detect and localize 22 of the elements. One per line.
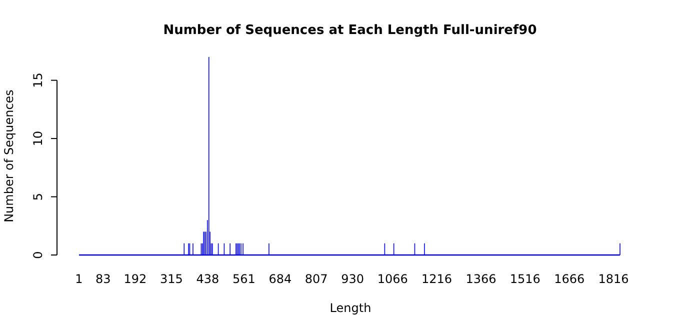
x-tick-label: 1666 — [554, 272, 585, 286]
x-tick-label: 930 — [341, 272, 364, 286]
y-tick-label: 0 — [31, 251, 45, 259]
x-tick-label: 1816 — [598, 272, 629, 286]
x-tick-label: 1066 — [377, 272, 408, 286]
y-tick-label: 10 — [31, 130, 45, 146]
y-axis-title: Number of Sequences — [2, 90, 16, 222]
y-tick-label: 15 — [31, 72, 45, 88]
x-tick-label: 1516 — [510, 272, 540, 286]
x-tick-label: 192 — [124, 272, 147, 286]
x-tick-label: 561 — [232, 272, 256, 286]
x-tick-label: 83 — [96, 272, 111, 286]
x-tick-label: 1216 — [422, 272, 452, 286]
x-tick-label: 438 — [196, 272, 220, 286]
x-axis-title: Length — [330, 301, 372, 315]
x-tick-label: 315 — [160, 272, 183, 286]
chart-title: Number of Sequences at Each Length Full-uniref90 — [163, 23, 537, 38]
x-tick-label: 1366 — [466, 272, 496, 286]
x-tick-label: 684 — [268, 272, 292, 286]
x-tick-label: 1 — [75, 272, 83, 286]
x-tick-label: 807 — [304, 272, 328, 286]
y-tick-label: 5 — [31, 192, 45, 201]
